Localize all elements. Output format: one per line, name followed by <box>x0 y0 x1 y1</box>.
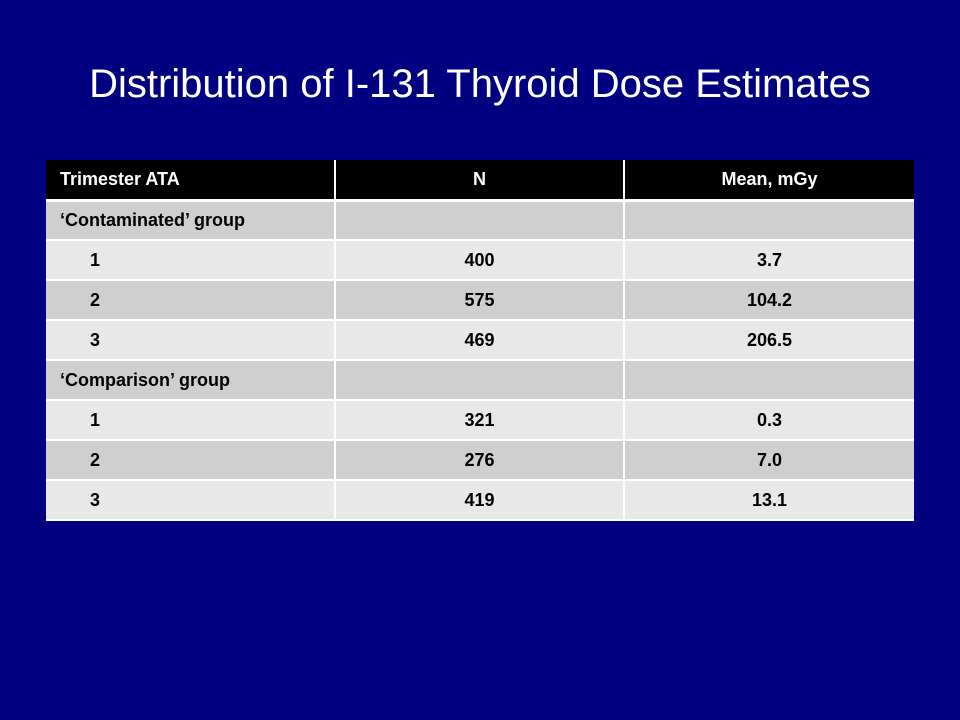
row-n: 276 <box>335 440 625 481</box>
row-label: 3 <box>46 480 336 521</box>
row-label: 2 <box>46 280 336 321</box>
row-n <box>335 360 625 401</box>
row-label: ‘Comparison’ group <box>46 360 336 401</box>
header-n: N <box>335 160 625 202</box>
row-mean: 104.2 <box>624 280 914 321</box>
table-row: 1 400 3.7 <box>46 240 914 281</box>
row-n: 469 <box>335 320 625 361</box>
header-trimester: Trimester ATA <box>46 160 336 202</box>
table-row: 3 419 13.1 <box>46 480 914 521</box>
dose-table-container: Trimester ATA N Mean, mGy ‘Contaminated’… <box>46 160 914 521</box>
dose-table: Trimester ATA N Mean, mGy ‘Contaminated’… <box>46 160 914 521</box>
row-n <box>335 200 625 241</box>
table-row-group-contaminated: ‘Contaminated’ group <box>46 200 914 241</box>
row-label: 2 <box>46 440 336 481</box>
row-mean <box>624 200 914 241</box>
row-label: 1 <box>46 400 336 441</box>
row-label: ‘Contaminated’ group <box>46 200 336 241</box>
header-mean: Mean, mGy <box>624 160 914 202</box>
slide-title: Distribution of I-131 Thyroid Dose Estim… <box>89 62 871 106</box>
row-label: 3 <box>46 320 336 361</box>
table-row: 2 575 104.2 <box>46 280 914 321</box>
row-mean: 3.7 <box>624 240 914 281</box>
row-n: 400 <box>335 240 625 281</box>
row-label: 1 <box>46 240 336 281</box>
row-mean: 0.3 <box>624 400 914 441</box>
row-mean <box>624 360 914 401</box>
row-n: 419 <box>335 480 625 521</box>
table-row: 3 469 206.5 <box>46 320 914 361</box>
row-n: 575 <box>335 280 625 321</box>
table-header-row: Trimester ATA N Mean, mGy <box>46 160 914 202</box>
table-row: 2 276 7.0 <box>46 440 914 481</box>
row-mean: 13.1 <box>624 480 914 521</box>
row-n: 321 <box>335 400 625 441</box>
table-row: 1 321 0.3 <box>46 400 914 441</box>
row-mean: 7.0 <box>624 440 914 481</box>
row-mean: 206.5 <box>624 320 914 361</box>
table-row-group-comparison: ‘Comparison’ group <box>46 360 914 401</box>
